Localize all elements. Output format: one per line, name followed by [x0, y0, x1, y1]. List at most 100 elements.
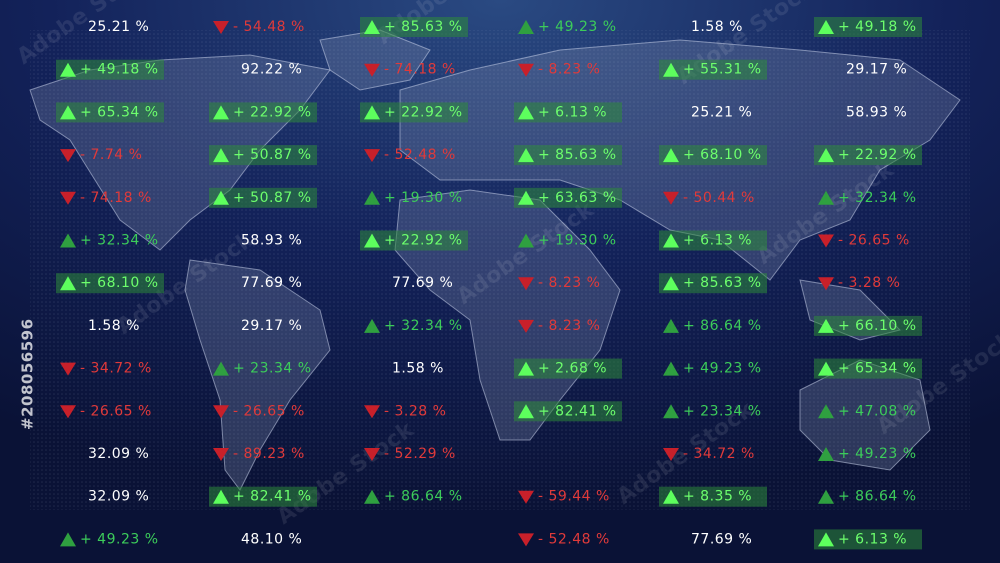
up-arrow	[518, 233, 534, 248]
ticker-value: + 82.41 %	[538, 403, 617, 419]
up-arrow	[663, 233, 679, 248]
highlight-box	[514, 187, 622, 208]
ticker-value: + 50.87 %	[233, 147, 312, 163]
ticker-value: 25.21 %	[691, 104, 752, 120]
ticker-value: + 85.63 %	[538, 147, 617, 163]
up-arrow	[60, 105, 76, 120]
highlight-box	[209, 102, 317, 123]
ticker-value: - 59.44 %	[538, 489, 610, 505]
ticker-value: - 34.72 %	[683, 446, 755, 462]
ticker-value: + 49.23 %	[683, 361, 762, 377]
ticker-value: + 6.13 %	[538, 104, 607, 120]
highlight-box	[659, 59, 767, 80]
down-arrow	[818, 277, 834, 291]
down-arrow	[518, 490, 534, 504]
highlight-box	[659, 230, 767, 251]
ticker-value: 58.93 %	[241, 233, 302, 249]
up-arrow	[213, 361, 229, 376]
ticker-value: - 8.23 %	[538, 275, 600, 291]
down-arrow	[364, 149, 380, 163]
down-arrow	[663, 191, 679, 205]
ticker-value: + 2.68 %	[538, 361, 607, 377]
up-arrow	[818, 447, 834, 461]
ticker-grid: 25.21 % + 49.18 % + 65.34 % - 7.74 % - 74.18…	[56, 17, 922, 550]
ticker-value: - 74.18 %	[384, 62, 456, 78]
ticker-value: + 65.34 %	[80, 104, 159, 120]
highlight-box	[209, 145, 317, 166]
ticker-value: - 7.74 %	[80, 147, 142, 163]
up-arrow	[818, 361, 834, 376]
stock-id: #208056596	[19, 318, 37, 430]
highlight-box	[814, 145, 922, 166]
up-arrow	[818, 190, 834, 205]
down-arrow	[364, 405, 380, 419]
ticker-value: + 68.10 %	[683, 147, 762, 163]
ticker-value: - 52.48 %	[384, 147, 456, 163]
highlight-box	[56, 102, 164, 123]
ticker-value: - 52.48 %	[538, 531, 610, 547]
up-arrow	[213, 148, 229, 163]
highlight-box	[659, 486, 767, 507]
ticker-value: + 86.64 %	[838, 489, 917, 505]
ticker-value: - 34.72 %	[80, 361, 152, 377]
ticker-value: 48.10 %	[241, 531, 302, 547]
up-arrow	[518, 105, 534, 120]
up-arrow	[60, 233, 76, 248]
ticker-value: - 8.23 %	[538, 318, 600, 334]
ticker-value: 77.69 %	[392, 275, 453, 291]
down-arrow	[60, 191, 76, 205]
ticker-value: + 6.13 %	[683, 233, 752, 249]
down-arrow	[364, 63, 380, 77]
highlight-box	[814, 17, 922, 37]
ticker-value: + 65.34 %	[838, 361, 917, 377]
highlight-box	[514, 145, 622, 166]
ticker-value: + 23.34 %	[683, 403, 762, 419]
up-arrow	[663, 318, 679, 333]
ticker-value: + 85.63 %	[683, 275, 762, 291]
down-arrow	[518, 319, 534, 333]
ticker-value: - 8.23 %	[538, 62, 600, 78]
ticker-value: + 86.64 %	[683, 318, 762, 334]
up-arrow	[663, 148, 679, 163]
highlight-box	[514, 358, 622, 379]
up-arrow	[818, 318, 834, 333]
ticker-value: + 22.92 %	[384, 233, 463, 249]
ticker-value: - 26.65 %	[233, 403, 305, 419]
down-arrow	[663, 448, 679, 461]
down-arrow	[60, 405, 76, 419]
ticker-value: + 82.41 %	[233, 489, 312, 505]
highlight-box	[56, 59, 164, 80]
ticker-value: + 32.34 %	[80, 233, 159, 249]
down-arrow	[213, 405, 229, 419]
ticker-value: - 52.29 %	[384, 446, 456, 462]
ticker-value: - 26.65 %	[80, 403, 152, 419]
down-arrow	[818, 234, 834, 248]
highlight-box	[659, 273, 767, 294]
ticker-value: 77.69 %	[691, 531, 752, 547]
ticker-value: 1.58 %	[392, 361, 444, 377]
up-arrow	[364, 318, 380, 333]
up-arrow	[364, 489, 380, 504]
up-arrow	[364, 233, 380, 248]
ticker-value: + 55.31 %	[683, 62, 762, 78]
highlight-box	[814, 315, 922, 336]
ticker-value: + 32.34 %	[838, 190, 917, 206]
ticker-value: - 89.23 %	[233, 446, 305, 462]
ticker-value: + 49.23 %	[538, 19, 617, 35]
up-arrow	[818, 532, 834, 547]
ticker-value: 25.21 %	[88, 19, 149, 35]
up-arrow	[663, 489, 679, 504]
highlight-box	[514, 401, 622, 422]
highlight-box	[360, 230, 468, 251]
up-arrow	[663, 404, 679, 419]
down-arrow	[518, 277, 534, 291]
ticker-value: + 66.10 %	[838, 318, 917, 334]
up-arrow	[518, 404, 534, 419]
highlight-box	[360, 17, 468, 37]
ticker-value: + 23.34 %	[233, 361, 312, 377]
highlight-box	[814, 358, 922, 379]
up-arrow	[663, 276, 679, 291]
ticker-value: 29.17 %	[846, 62, 907, 78]
ticker-value: 32.09 %	[88, 446, 149, 462]
ticker-value: 77.69 %	[241, 275, 302, 291]
